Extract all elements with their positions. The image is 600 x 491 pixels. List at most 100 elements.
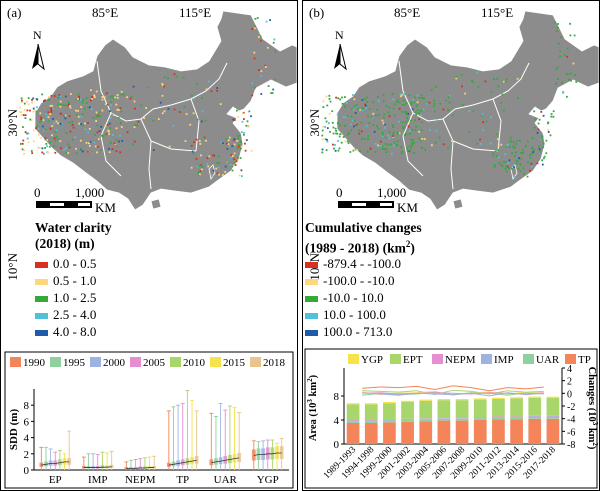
water-body-dot	[538, 149, 541, 152]
water-body-dot	[24, 114, 27, 117]
water-body-dot	[418, 137, 421, 140]
water-body-dot	[468, 131, 471, 133]
water-body-dot	[356, 149, 359, 152]
water-body-dot	[531, 153, 533, 155]
water-body-dot	[336, 132, 339, 135]
bar-segment	[437, 417, 451, 419]
bar-segment	[419, 421, 433, 444]
water-body-dot	[195, 83, 198, 86]
panel-label-a: (a)	[7, 5, 22, 20]
water-body-dot	[84, 128, 87, 131]
water-body-dot	[84, 122, 86, 125]
water-body-dot	[348, 131, 350, 134]
legend-swatch	[35, 296, 48, 303]
water-body-dot	[531, 147, 533, 150]
water-body-dot	[566, 95, 568, 98]
water-body-dot	[183, 106, 186, 108]
water-body-dot	[250, 115, 252, 118]
water-body-dot	[393, 131, 395, 134]
water-body-dot	[519, 163, 522, 166]
water-body-dot	[385, 148, 388, 151]
bar-segment	[528, 396, 542, 398]
water-body-dot	[24, 131, 27, 133]
water-body-dot	[100, 149, 102, 151]
water-body-dot	[251, 94, 254, 97]
water-body-dot	[49, 104, 52, 107]
water-body-dot	[365, 96, 368, 99]
water-body-dot	[75, 98, 78, 101]
water-body-dot	[344, 105, 346, 108]
water-body-dot	[53, 137, 56, 140]
water-body-dot	[237, 116, 240, 118]
water-body-dot	[47, 96, 50, 98]
bar-segment	[401, 421, 414, 444]
water-body-dot	[198, 174, 200, 177]
box	[256, 448, 261, 460]
water-body-dot	[80, 115, 83, 118]
water-body-dot	[547, 129, 550, 131]
box	[81, 465, 86, 469]
water-body-dot	[81, 150, 84, 153]
water-body-dot	[350, 115, 353, 118]
bar-segment	[473, 418, 487, 420]
water-body-dot	[508, 159, 511, 162]
water-body-dot	[132, 143, 134, 146]
water-body-dot	[113, 114, 115, 116]
water-body-dot	[439, 102, 442, 105]
box	[109, 464, 114, 468]
water-body-dot	[198, 140, 201, 142]
water-body-dot	[248, 110, 251, 113]
water-body-dot	[271, 92, 274, 94]
water-body-dot	[497, 156, 500, 159]
legend-title-b-line1: Cumulative changes	[305, 220, 422, 235]
water-body-dot	[227, 143, 230, 145]
water-body-dot	[253, 51, 256, 54]
water-body-dot	[547, 131, 550, 133]
water-body-dot	[538, 118, 541, 121]
bar-segment	[546, 397, 560, 416]
water-body-dot	[108, 151, 111, 153]
water-body-dot	[402, 125, 404, 128]
water-body-dot	[547, 122, 549, 125]
water-body-dot	[517, 168, 520, 170]
water-body-dot	[226, 142, 228, 145]
water-body-dot	[383, 148, 386, 150]
water-body-dot	[407, 119, 409, 122]
water-body-dot	[69, 106, 72, 109]
water-body-dot	[325, 149, 328, 152]
legend-swatch	[35, 279, 48, 286]
water-body-dot	[482, 121, 484, 124]
bar-segment	[437, 418, 451, 421]
water-body-dot	[229, 136, 231, 139]
water-body-dot	[36, 125, 38, 127]
water-body-dot	[94, 134, 96, 136]
water-body-dot	[412, 139, 414, 141]
legend-item-b-0: -879.4 - -100.0	[305, 256, 401, 272]
water-body-dot	[398, 107, 401, 110]
water-body-dot	[358, 129, 360, 132]
y2-tick-label: -6	[567, 427, 575, 438]
water-body-dot	[90, 99, 92, 102]
water-body-dot	[184, 140, 187, 142]
water-body-dot	[245, 139, 248, 141]
water-body-dot	[36, 98, 39, 101]
water-body-dot	[37, 133, 40, 136]
water-body-dot	[208, 155, 211, 158]
legend-item-b-1: -100.0 - -10.0	[305, 273, 395, 289]
water-body-dot	[397, 99, 399, 101]
water-body-dot	[335, 96, 337, 99]
water-body-dot	[206, 162, 209, 165]
water-body-dot	[405, 121, 407, 123]
water-body-dot	[163, 76, 166, 79]
water-body-dot	[435, 86, 438, 88]
box	[147, 465, 152, 469]
water-body-dot	[101, 96, 104, 98]
water-body-dot	[434, 141, 437, 144]
water-body-dot	[87, 106, 90, 109]
water-body-dot	[515, 160, 518, 162]
water-body-dot	[471, 81, 474, 83]
water-body-dot	[78, 122, 80, 125]
water-body-dot	[411, 143, 414, 146]
water-body-dot	[109, 127, 112, 129]
water-body-dot	[100, 126, 102, 128]
